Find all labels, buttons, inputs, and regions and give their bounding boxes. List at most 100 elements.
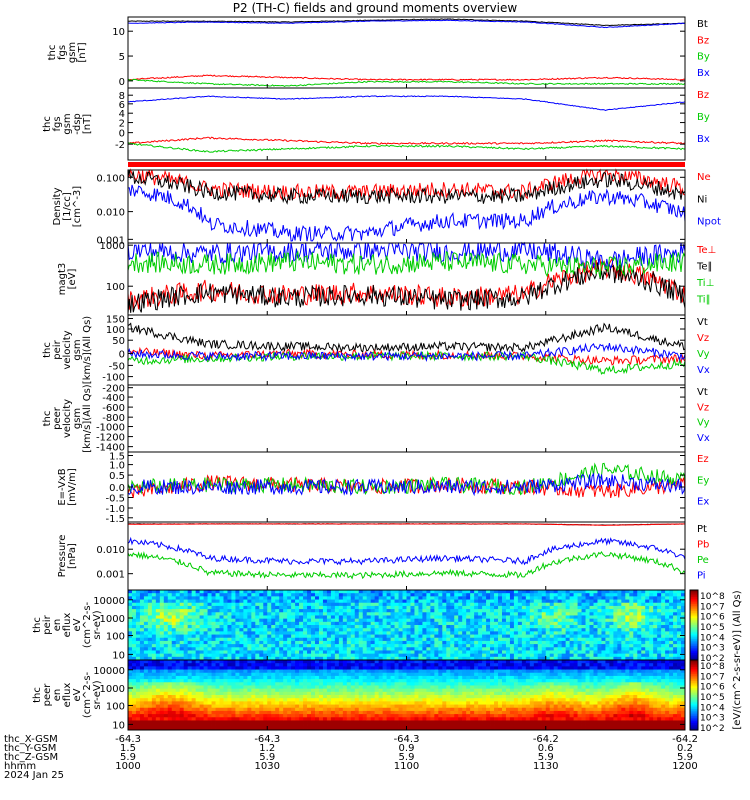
spectrogram-cell (322, 612, 328, 616)
spectrogram-cell (259, 637, 264, 642)
spectrogram-cell (673, 615, 678, 620)
spectrogram-cell (410, 672, 415, 677)
spectrogram-cell (279, 593, 284, 597)
spectrogram-cell (525, 621, 531, 626)
spectrogram-cell (657, 605, 662, 610)
spectrogram-cell (498, 593, 503, 597)
spectrogram-cell (227, 596, 232, 600)
spectrogram-cell (621, 650, 626, 655)
spectrogram-cell (394, 605, 399, 610)
spectrogram-cell (442, 688, 447, 693)
spectrogram-cell (633, 656, 638, 661)
spectrogram-cell (318, 618, 324, 623)
spectrogram-cell (505, 599, 511, 604)
spectrogram-cell (247, 710, 252, 715)
spectrogram-cell (541, 596, 547, 600)
spectrogram-cell (470, 621, 475, 626)
spectrogram-cell (669, 602, 674, 607)
spectrogram-cell (263, 653, 268, 658)
spectrogram-cell (521, 634, 527, 639)
spectrogram-cell (442, 647, 447, 651)
spectrogram-cell (537, 647, 543, 651)
spectrogram-cell (521, 618, 527, 623)
spectrogram-cell (314, 653, 320, 658)
spectrogram-cell (179, 612, 185, 616)
spectrogram-cell (366, 615, 372, 620)
spectrogram-cell (346, 714, 352, 718)
spectrogram-cell (263, 640, 268, 645)
spectrogram-cell (163, 720, 169, 725)
spectrogram-cell (295, 640, 300, 645)
spectrogram-cell (175, 723, 181, 728)
spectrogram-cell (235, 691, 240, 696)
spectrogram-cell (665, 618, 670, 623)
spectrogram-cell (478, 605, 483, 610)
spectrogram-cell (183, 644, 189, 648)
spectrogram-cell (358, 618, 364, 623)
spectrogram-cell (462, 596, 467, 600)
spectrogram-cell (259, 707, 264, 712)
spectrogram-cell (561, 615, 567, 620)
spectrogram-cell (553, 631, 559, 635)
spectrogram-cell (589, 593, 594, 597)
spectrogram-cell (366, 656, 372, 661)
spectrogram-cell (354, 634, 360, 639)
spectrogram-cell (342, 669, 348, 674)
spectrogram-cell (175, 666, 181, 670)
spectrogram-cell (203, 714, 208, 718)
spectrogram-cell (382, 628, 388, 632)
spectrogram-cell (330, 593, 336, 597)
spectrogram-cell (358, 634, 364, 639)
spectrogram-cell (159, 640, 165, 645)
spectrogram-cell (311, 631, 316, 635)
spectrogram-cell (259, 647, 264, 651)
spectrogram-cell (370, 726, 376, 731)
spectrogram-cell (307, 618, 312, 623)
spectrogram-cell (601, 631, 606, 635)
spectrogram-cell (418, 710, 423, 715)
spectrogram-cell (251, 723, 256, 728)
spectrogram-cell (215, 682, 220, 686)
spectrogram-cell (231, 704, 236, 709)
spectrogram-cell (155, 656, 161, 661)
spectrogram-cell (227, 612, 232, 616)
spectrogram-cell (482, 653, 487, 658)
spectrogram-cell (537, 599, 543, 604)
spectrogram-cell (633, 634, 638, 639)
spectrogram-cell (581, 605, 586, 610)
spectrogram-cell (565, 618, 571, 623)
spectrogram-cell (311, 723, 316, 728)
spectrogram-cell (398, 714, 403, 718)
spectrogram-cell (239, 698, 244, 702)
spectrogram-cell (215, 663, 220, 667)
spectrogram-cell (219, 625, 224, 629)
spectrogram-cell (255, 698, 260, 702)
spectrogram-cell (147, 612, 153, 616)
spectrogram-cell (362, 609, 368, 613)
spectrogram-cell (326, 663, 332, 667)
spectrogram-cell (259, 679, 264, 683)
spectrogram-cell (434, 685, 439, 690)
spectrogram-cell (585, 621, 590, 626)
spectrogram-cell (295, 695, 300, 699)
spectrogram-cell (533, 628, 539, 632)
spectrogram-cell (167, 669, 173, 674)
spectrogram-cell (346, 723, 352, 728)
spectrogram-cell (450, 590, 455, 594)
spectrogram-cell (203, 634, 208, 639)
spectrogram-cell (454, 644, 459, 648)
spectrogram-cell (653, 628, 658, 632)
spectrogram-cell (139, 650, 145, 655)
spectrogram-cell (195, 720, 201, 725)
spectrogram-cell (167, 666, 173, 670)
spectrogram-cell (155, 707, 161, 712)
spectrogram-cell (418, 621, 423, 626)
spectrogram-cell (378, 612, 384, 616)
spectrogram-cell (621, 593, 626, 597)
spectrogram-cell (478, 609, 483, 613)
spectrogram-cell (287, 698, 292, 702)
spectrogram-cell (442, 596, 447, 600)
spectrogram-cell (318, 602, 324, 607)
spectrogram-cell (382, 650, 388, 655)
spectrogram-cell (263, 726, 268, 731)
